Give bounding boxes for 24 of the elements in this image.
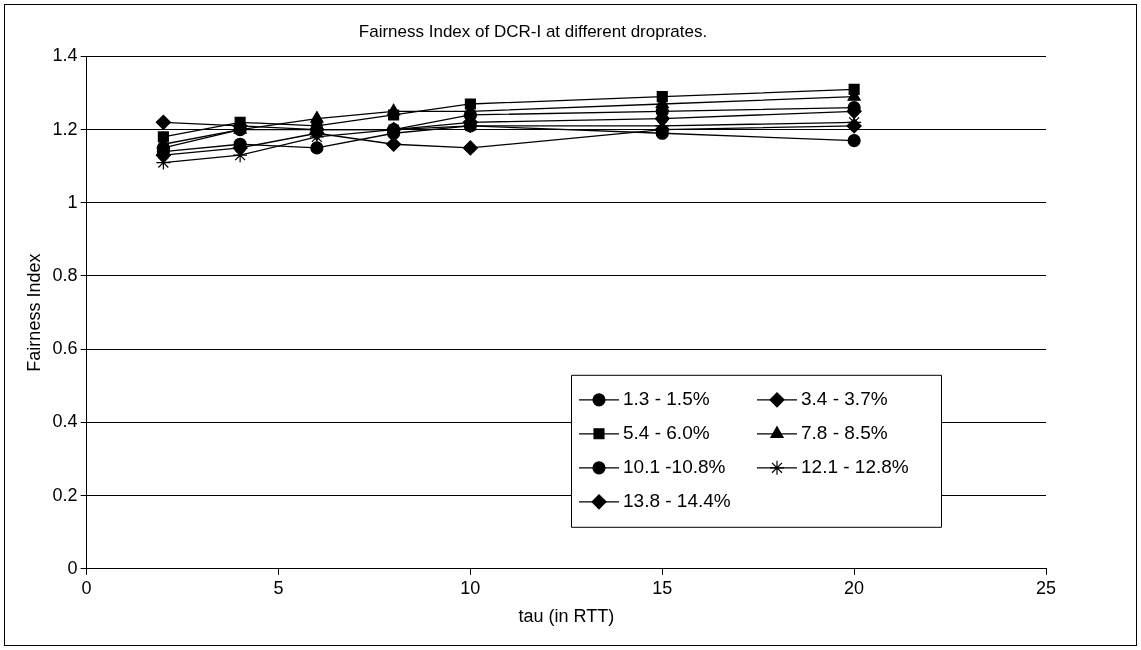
y-tick-label: 0 [67, 557, 78, 578]
chart-title: Fairness Index of DCR-I at different droprates. [358, 21, 708, 41]
legend-label: 3.4 - 3.7% [801, 388, 888, 410]
y-tick-label: 0.6 [52, 338, 78, 359]
y-tick-label: 1.2 [52, 118, 78, 139]
x-tick-label: 10 [460, 577, 481, 598]
y-tick-label: 0.2 [52, 484, 78, 505]
x-tick-label: 20 [844, 577, 865, 598]
y-tick-label: 0.8 [52, 264, 78, 285]
x-axis-title: tau (in RTT) [518, 606, 615, 627]
legend-label: 1.3 - 1.5% [623, 388, 710, 410]
legend-label: 5.4 - 6.0% [623, 422, 710, 444]
x-tick-label: 15 [652, 577, 673, 598]
y-tick-label: 0.4 [52, 411, 78, 432]
x-tick-label: 0 [81, 577, 92, 598]
y-axis-title: Fairness Index [23, 253, 44, 372]
x-tick-label: 25 [1035, 577, 1057, 598]
legend-label: 7.8 - 8.5% [801, 422, 888, 444]
legend-label: 12.1 - 12.8% [801, 456, 909, 478]
y-tick-label: 1 [67, 191, 78, 212]
x-tick-label: 5 [273, 577, 284, 598]
legend-label: 10.1 -10.8% [623, 456, 726, 478]
legend-label: 13.8 - 14.4% [623, 490, 731, 512]
y-tick-label: 1.4 [52, 45, 78, 66]
